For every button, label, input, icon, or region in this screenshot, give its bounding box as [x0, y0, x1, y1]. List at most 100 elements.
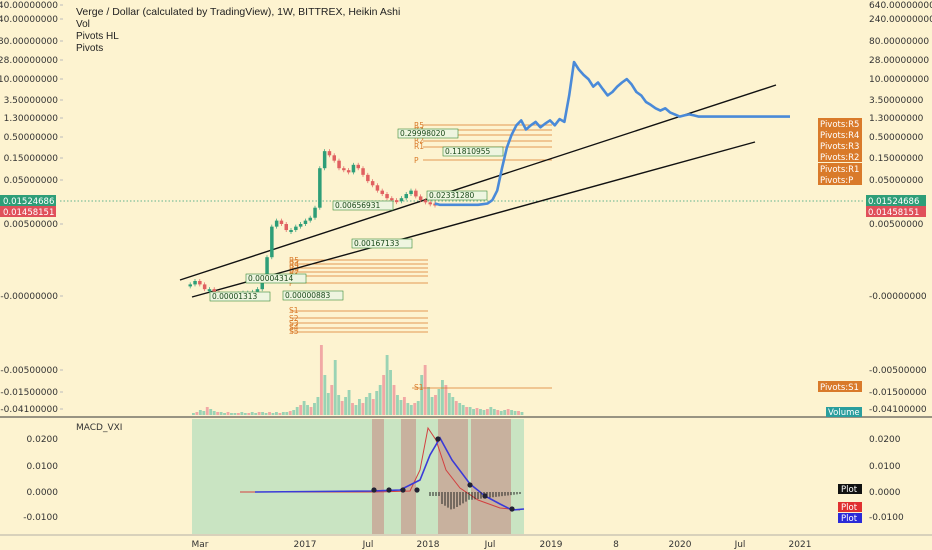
volume-bar [295, 407, 299, 415]
volume-bar [413, 403, 417, 415]
volume-bar [223, 413, 226, 415]
volume-bar [285, 412, 289, 415]
time-tick: 2018 [417, 540, 440, 550]
price-tick-right: 240.00000000 [869, 15, 932, 25]
pivot-level-label: R5 [289, 256, 299, 265]
volume-bar [344, 397, 348, 415]
macd-tick-right: 0.0000 [869, 488, 901, 498]
price-tick-left: 28.00000000 [0, 56, 58, 66]
volume-bar [313, 403, 316, 415]
volume-bar [371, 399, 375, 415]
volume-bar [506, 409, 510, 415]
volume-bar [485, 409, 489, 415]
macd-cross-dot [400, 487, 406, 493]
macd-cross-dot [435, 436, 441, 442]
pivot-price-label-box [282, 290, 344, 301]
macd-shade [438, 419, 468, 534]
volume-bar [517, 411, 520, 415]
pivot-price-label: 0.00167133 [354, 239, 400, 248]
volume-bar [219, 412, 223, 415]
volume-bar [281, 412, 285, 415]
chart-title: Verge / Dollar (calculated by TradingVie… [76, 6, 401, 18]
volume-bar [454, 401, 458, 415]
price-tick-right: 10.00000000 [869, 75, 929, 85]
pivot-level-label: S1 [414, 383, 424, 392]
price-tick-right: -0.00500000 [869, 366, 927, 376]
volume-bar [482, 410, 486, 415]
time-tick: 8 [613, 540, 619, 550]
volume-bar [409, 405, 413, 415]
volume-bar [375, 391, 379, 415]
pivot-level-label: R4 [289, 260, 299, 269]
macd-shade [372, 419, 384, 534]
pivot-price-label-box [245, 273, 307, 284]
low-price-tag-left-bg [0, 206, 56, 217]
indicator-pivots: Pivots [76, 43, 104, 54]
pivot-tag-bg [818, 163, 862, 174]
pivot-tag: Pivots:R5 [820, 120, 859, 130]
volume-bar [202, 411, 206, 415]
current-price-tag-right-bg [866, 195, 926, 206]
macd-tick-right: 0.0200 [869, 435, 901, 445]
pivot-tag: Pivots:R2 [820, 153, 859, 163]
volume-bar [264, 413, 268, 415]
macd-shade [471, 419, 511, 534]
volume-bar [385, 355, 389, 415]
price-tick-right: -0.04100000 [869, 405, 927, 415]
price-tick-right: -0.01500000 [869, 388, 927, 398]
pivot-level-label: S3 [289, 319, 299, 328]
price-tick-left: 640.00000000 [0, 1, 58, 11]
pivot-tag: Pivots:P [820, 176, 853, 186]
volume-tag-bg [826, 407, 862, 417]
macd-cross-dot [509, 506, 515, 512]
volume-bar [243, 413, 247, 415]
pivot-tag-bg [818, 151, 862, 162]
price-line [434, 60, 790, 207]
volume-bar [461, 405, 465, 415]
volume-bar [520, 412, 524, 415]
price-tick-right: 640.00000000 [869, 1, 932, 11]
volume-bar [302, 401, 306, 415]
pivot-price-label: 0.00001313 [212, 292, 258, 301]
pivot-price-label: 0.29998020 [400, 129, 446, 138]
pivot-level-label: R2 [289, 268, 299, 277]
pivot-price-label: 0.11810955 [445, 147, 491, 156]
volume-bar [472, 409, 475, 415]
macd-cross-dot [371, 487, 377, 493]
volume-bar [392, 385, 396, 415]
volume-bar [444, 385, 448, 415]
volume-bar [368, 393, 372, 415]
price-tick-left: 240.00000000 [0, 15, 58, 25]
volume-bar [510, 410, 514, 415]
price-tick-right: 3.50000000 [869, 96, 924, 106]
pivot-tag-bg [818, 140, 862, 151]
volume-bar [420, 375, 424, 415]
macd-tick-right: 0.0100 [869, 462, 901, 472]
volume-bar [437, 389, 441, 415]
pivot-tag-bg [818, 129, 862, 140]
volume-bar [434, 395, 437, 415]
volume-bar [292, 410, 296, 415]
volume-bar [499, 411, 503, 415]
volume-bar [382, 375, 386, 415]
volume-bar [288, 411, 292, 415]
volume-bar [309, 407, 313, 415]
volume-bar [326, 393, 330, 415]
macd-line [254, 436, 525, 511]
volume-bar [271, 413, 275, 415]
price-tick-left: 10.00000000 [0, 75, 58, 85]
volume-bar [513, 411, 517, 415]
plot-tag: Plot [841, 503, 858, 513]
price-tick-left: 0.00500000 [4, 220, 59, 230]
time-tick: Jul [362, 540, 374, 550]
volume-bar [337, 395, 341, 415]
volume-bar [406, 403, 410, 415]
current-price-tag-left: 0.01524686 [3, 197, 54, 207]
current-price-tag-left-bg [0, 195, 56, 206]
price-tick-right: 0.05000000 [869, 176, 924, 186]
volume-bar [492, 409, 496, 415]
pivot-price-label-box [426, 190, 488, 201]
volume-bar [423, 365, 427, 415]
indicator-vol: Vol [76, 19, 90, 30]
